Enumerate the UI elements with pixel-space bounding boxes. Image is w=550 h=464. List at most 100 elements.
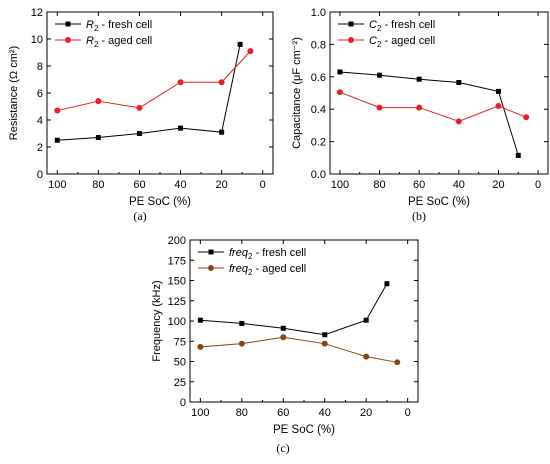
- y-tick-label: 0: [180, 397, 186, 409]
- y-tick-label: 0: [37, 169, 43, 181]
- series-line: [57, 44, 241, 141]
- x-axis-label: PE SoC (%): [129, 196, 191, 208]
- data-point: [247, 48, 254, 55]
- legend-label: R2 - aged cell: [86, 35, 152, 49]
- x-tick-label: 0: [535, 179, 541, 191]
- x-tick-label: 80: [92, 179, 104, 191]
- x-tick-label: 20: [216, 179, 228, 191]
- data-point: [495, 102, 502, 109]
- y-tick-label: 25: [174, 377, 186, 389]
- data-point: [280, 325, 286, 331]
- x-tick-label: 40: [453, 179, 465, 191]
- y-tick-label: 0.0: [311, 169, 326, 181]
- data-point: [416, 76, 422, 82]
- y-tick-label: 100: [168, 316, 186, 328]
- x-tick-label: 100: [191, 407, 209, 419]
- y-tick-label: 0.2: [311, 137, 326, 149]
- series-line: [57, 50, 251, 112]
- data-point: [238, 340, 245, 347]
- legend-label: freq2 - aged cell: [229, 263, 306, 277]
- y-tick-label: 1.0: [311, 7, 326, 19]
- data-point: [384, 281, 390, 287]
- legend-marker: [65, 37, 71, 43]
- chart-panel-1: 100 80 60 40 20 0 0 2 4 6 8 10 12 PE SoC (%) Resistanc…: [8, 7, 274, 223]
- x-tick-label: 80: [373, 179, 385, 191]
- panel-label: (c): [276, 441, 289, 455]
- data-point: [197, 343, 204, 350]
- data-point: [136, 104, 143, 111]
- x-tick-label: 0: [405, 407, 411, 419]
- data-point: [321, 340, 328, 347]
- y-axis-label: Capacitance (μF cm⁻²): [291, 37, 303, 149]
- y-tick-label: 50: [174, 357, 186, 369]
- legend-marker: [208, 265, 214, 271]
- data-point: [178, 125, 184, 131]
- plot-frame: [46, 11, 274, 175]
- data-point: [177, 79, 184, 86]
- y-tick-label: 4: [37, 115, 43, 127]
- data-point: [54, 107, 61, 114]
- y-axis-label: Resistance (Ω cm²): [8, 46, 20, 140]
- y-tick-label: 0.4: [311, 104, 326, 116]
- y-tick-label: 0.6: [311, 72, 326, 84]
- y-tick-label: 75: [174, 336, 186, 348]
- y-tick-label: 8: [37, 61, 43, 73]
- legend-marker: [65, 21, 71, 27]
- x-tick-label: 20: [360, 407, 372, 419]
- legend-label: freq2 - fresh cell: [229, 247, 306, 261]
- series-line: [339, 91, 527, 122]
- panel-label: (a): [133, 209, 146, 223]
- y-tick-label: 150: [168, 276, 186, 288]
- y-tick-label: 175: [168, 255, 186, 267]
- data-point: [136, 131, 142, 136]
- x-tick-label: 100: [48, 179, 66, 191]
- data-point: [336, 89, 343, 96]
- data-point: [197, 317, 203, 323]
- x-tick-label: 60: [133, 179, 145, 191]
- y-tick-label: 200: [168, 235, 186, 247]
- series-line: [200, 336, 398, 363]
- data-point: [394, 359, 401, 366]
- data-point: [455, 118, 462, 125]
- plot-frame: [329, 11, 549, 175]
- legend-label: C2 - fresh cell: [369, 19, 435, 33]
- x-tick-label: 20: [492, 179, 504, 191]
- y-tick-label: 0.8: [311, 39, 326, 51]
- x-axis-label: PE SoC (%): [408, 196, 470, 208]
- y-tick-label: 10: [31, 34, 43, 46]
- data-point: [239, 320, 245, 326]
- y-axis-label: Frequency (kHz): [151, 280, 163, 361]
- data-point: [377, 72, 383, 78]
- y-tick-label: 6: [37, 88, 43, 100]
- y-tick-label: 2: [37, 142, 43, 154]
- data-point: [495, 88, 501, 94]
- data-point: [218, 79, 225, 86]
- data-point: [515, 152, 521, 158]
- x-tick-label: 40: [174, 179, 186, 191]
- panel-label: (b): [412, 209, 426, 223]
- legend-marker: [348, 21, 354, 27]
- x-tick-label: 100: [331, 179, 349, 191]
- data-point: [280, 334, 287, 341]
- data-point: [523, 114, 530, 121]
- legend-marker: [348, 37, 354, 43]
- data-point: [237, 41, 243, 47]
- x-tick-label: 40: [319, 407, 331, 419]
- chart-panel-2: 100 80 60 40 20 0 0.0 0.2 0.4 0.6 0.8 1.0 PE SoC (%)…: [291, 7, 549, 223]
- data-point: [219, 129, 225, 135]
- legend-label: R2 - fresh cell: [86, 19, 152, 33]
- data-point: [376, 104, 383, 111]
- data-point: [456, 79, 462, 85]
- data-point: [322, 332, 328, 338]
- legend-marker: [208, 249, 214, 255]
- x-tick-label: 0: [260, 179, 266, 191]
- data-point: [95, 135, 101, 141]
- data-point: [337, 69, 343, 75]
- y-tick-label: 125: [168, 296, 186, 308]
- legend-label: C2 - aged cell: [369, 35, 435, 49]
- data-point: [54, 137, 60, 143]
- data-point: [95, 98, 102, 105]
- data-point: [416, 104, 423, 111]
